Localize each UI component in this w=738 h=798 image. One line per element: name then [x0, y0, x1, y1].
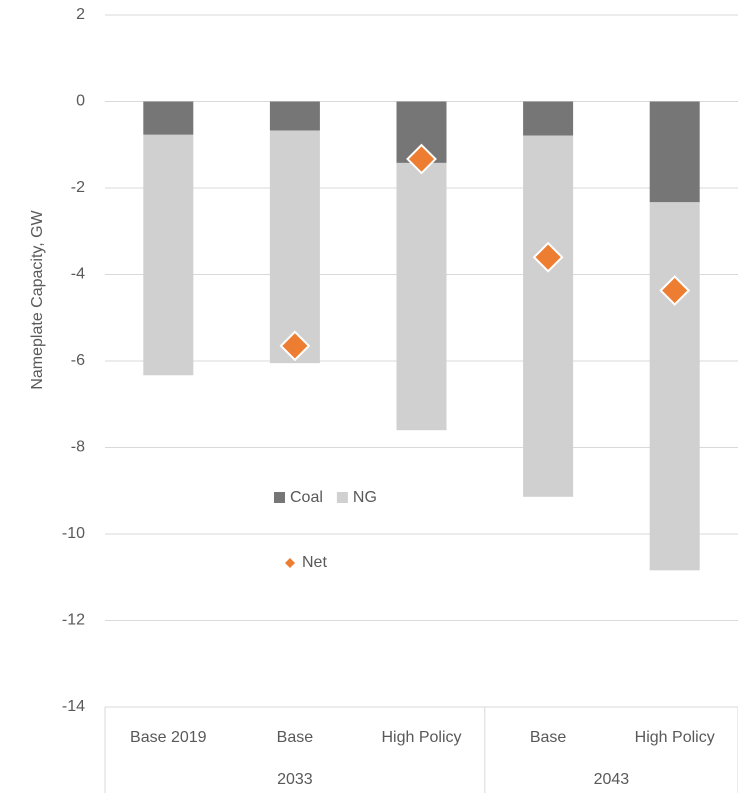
- y-tick-label: 2: [76, 6, 85, 23]
- legend-swatch: [336, 492, 348, 503]
- net-marker: [406, 143, 437, 175]
- y-tick-label: -8: [71, 439, 85, 456]
- y-tick-label: -10: [62, 525, 85, 542]
- bar-segment: [143, 101, 194, 135]
- net-marker: [532, 241, 564, 273]
- bar-segment: [396, 162, 447, 431]
- y-tick-label: -2: [71, 179, 85, 196]
- net-marker: [659, 275, 691, 306]
- y-tick-label: -12: [62, 612, 85, 629]
- x-tick-label: Base: [530, 729, 567, 746]
- bar-segment: [269, 101, 320, 131]
- bar-segment: [269, 130, 320, 364]
- y-tick-label: -4: [71, 266, 85, 283]
- legend-label: Net: [302, 554, 327, 571]
- legend-marker: [285, 558, 295, 568]
- group-label: 2033: [277, 771, 313, 788]
- bar-segment: [523, 135, 574, 497]
- y-axis-label: Nameplate Capacity, GW: [29, 209, 46, 389]
- legend-label: NG: [353, 489, 377, 506]
- x-tick-label: Base 2019: [130, 729, 207, 746]
- x-tick-label: High Policy: [381, 729, 461, 746]
- y-tick-label: -6: [71, 352, 85, 369]
- y-tick-label: 0: [76, 93, 85, 110]
- bar-segment: [649, 101, 700, 203]
- legend-label: Coal: [290, 489, 323, 506]
- x-tick-label: High Policy: [635, 729, 715, 746]
- net-marker: [279, 330, 311, 362]
- bar-segment: [649, 202, 700, 571]
- x-tick-label: Base: [277, 729, 314, 746]
- bar-segment: [523, 101, 574, 136]
- group-label: 2043: [594, 771, 630, 788]
- bar-segment: [143, 134, 194, 376]
- legend-swatch: [274, 492, 285, 503]
- y-tick-label: -14: [62, 698, 85, 715]
